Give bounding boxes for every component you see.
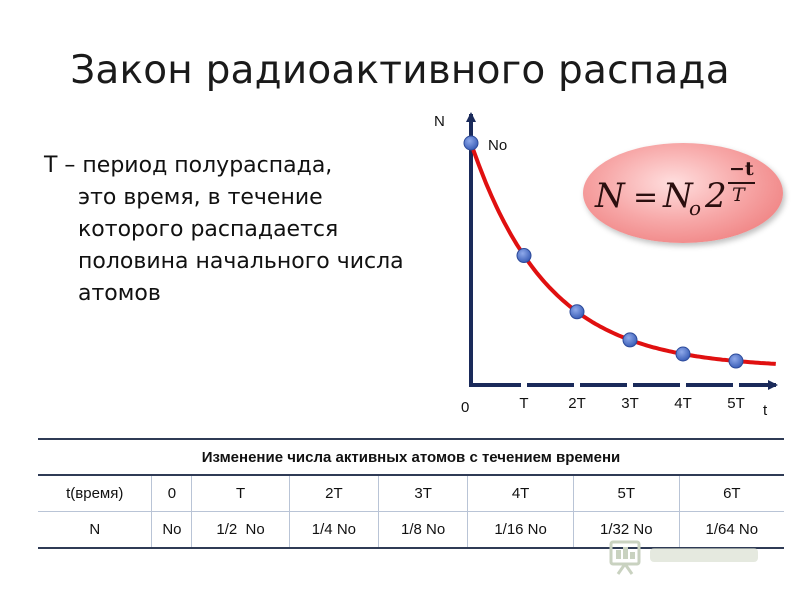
decay-point xyxy=(516,248,532,264)
table-cell: T xyxy=(191,475,290,512)
initial-label: No xyxy=(488,137,507,154)
table-cell: 1/8 No xyxy=(378,511,468,548)
decay-graph: N No 0 t T 2T 3T 4T 5T xyxy=(434,112,778,419)
formula-two: 2 xyxy=(704,176,727,216)
table-cell: 3T xyxy=(378,475,468,512)
table-cell: 0 xyxy=(151,475,192,512)
decay-point xyxy=(728,353,744,369)
tick-gap xyxy=(680,381,686,389)
table-cell: No xyxy=(151,511,192,548)
tick-label: 4T xyxy=(674,395,692,412)
decay-formula: N = N o 2 −t T xyxy=(594,158,755,220)
tick-gap xyxy=(733,381,739,389)
formula-equals: = xyxy=(633,180,658,215)
slide-title: Закон радиоактивного распада xyxy=(70,48,730,93)
table-cell: 2T xyxy=(288,475,379,512)
table-cell: 1/32 No xyxy=(572,511,680,548)
formula-base: N xyxy=(662,176,694,216)
table-cell: 4T xyxy=(467,475,574,512)
table-title-row: Изменение числа активных атомов с течени… xyxy=(38,439,784,475)
tick-gap xyxy=(521,381,527,389)
table-row-header: t(время) xyxy=(66,485,124,502)
tick-gap xyxy=(574,381,580,389)
formula-lhs: N xyxy=(594,176,626,216)
table-cell: 1/64 No xyxy=(678,511,784,548)
tick-label: T xyxy=(519,395,528,412)
formula-exp-numerator: −t xyxy=(729,158,754,180)
decay-point xyxy=(622,332,638,348)
definition-first-line: Т – период полураспада, xyxy=(44,153,333,178)
definition-rest: это время, в течение которого распадаетс… xyxy=(78,185,404,306)
table-title: Изменение числа активных атомов с течени… xyxy=(201,448,621,466)
table-cell: 1/4 No xyxy=(288,511,379,548)
table-cell: 1/16 No xyxy=(467,511,574,548)
formula-exp-denominator: T xyxy=(732,184,746,206)
formula-subscript: o xyxy=(689,196,701,220)
origin-label: 0 xyxy=(461,399,469,416)
tick-label: 3T xyxy=(621,395,639,412)
y-axis-label: N xyxy=(434,113,445,130)
decay-point xyxy=(569,304,585,320)
tick-gap xyxy=(627,381,633,389)
presentation-screen-icon xyxy=(609,540,641,575)
decay-point xyxy=(463,135,479,151)
table-cell: 6T xyxy=(678,475,784,512)
tick-label: 2T xyxy=(568,395,586,412)
table-cell: 1/2 No xyxy=(191,511,290,548)
decay-point xyxy=(675,346,691,362)
footer-logo xyxy=(609,540,758,575)
table-row: N No 1/2 No 1/4 No 1/8 No 1/16 No 1/32 No 1/64 … xyxy=(38,511,784,548)
table-row-header: N xyxy=(89,521,101,538)
decay-table: Изменение числа активных атомов с течени… xyxy=(38,438,784,549)
logo-text-placeholder xyxy=(650,548,758,562)
definition-text: Т – период полураспада, это время, в теч… xyxy=(44,150,404,310)
x-axis-label: t xyxy=(763,402,768,419)
formula-badge: N = N o 2 −t T xyxy=(583,143,783,243)
table-row: t(время) 0 T 2T 3T 4T 5T 6T xyxy=(38,475,784,512)
table-cell: 5T xyxy=(572,475,680,512)
tick-label: 5T xyxy=(727,395,745,412)
